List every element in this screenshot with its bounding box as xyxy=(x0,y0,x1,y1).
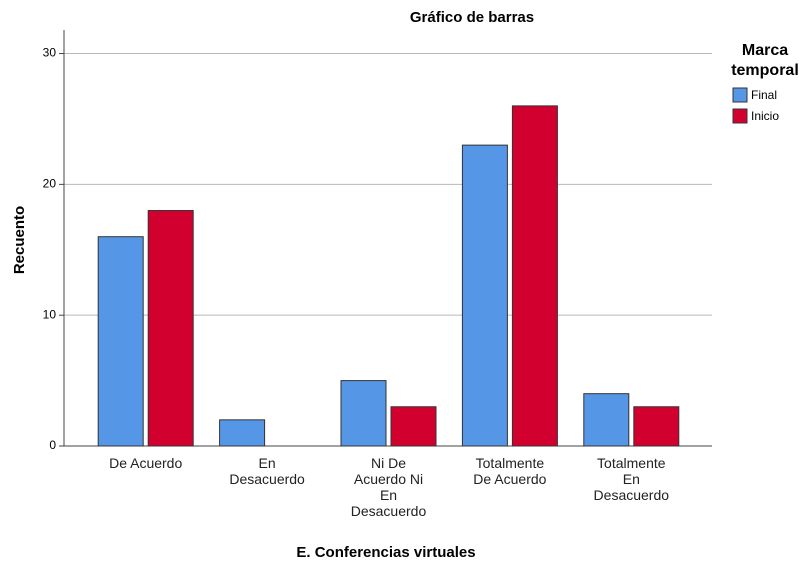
bar xyxy=(461,144,508,447)
x-tick-label: De Acuerdo xyxy=(109,455,183,471)
bar xyxy=(219,419,266,447)
legend-title: Marca temporal xyxy=(731,42,799,79)
x-axis-label: E. Conferencias virtuales xyxy=(296,544,475,561)
y-tick-label: 0 xyxy=(49,438,56,452)
y-tick-label: 10 xyxy=(43,307,57,321)
y-axis-label: Recuento xyxy=(11,206,28,274)
legend-label: Inicio xyxy=(751,109,779,123)
bar xyxy=(511,105,558,447)
legend-label: Final xyxy=(751,88,777,102)
y-tick-label: 20 xyxy=(43,177,57,191)
chart-title: Gráfico de barras xyxy=(410,9,534,26)
bar xyxy=(340,380,387,447)
x-tick-label: Totalmente De Acuerdo xyxy=(473,455,547,487)
bar xyxy=(390,406,437,447)
bar xyxy=(583,393,630,447)
bar xyxy=(97,236,144,447)
y-tick-label: 30 xyxy=(43,46,57,60)
bar xyxy=(633,406,680,447)
x-tick-label: Totalmente En Desacuerdo xyxy=(593,455,670,503)
legend-swatch xyxy=(732,87,748,103)
x-tick-label: Ni De Acuerdo Ni En Desacuerdo xyxy=(350,455,427,519)
bar xyxy=(147,210,194,447)
x-tick-label: En Desacuerdo xyxy=(229,455,305,487)
legend-swatch xyxy=(732,108,748,124)
